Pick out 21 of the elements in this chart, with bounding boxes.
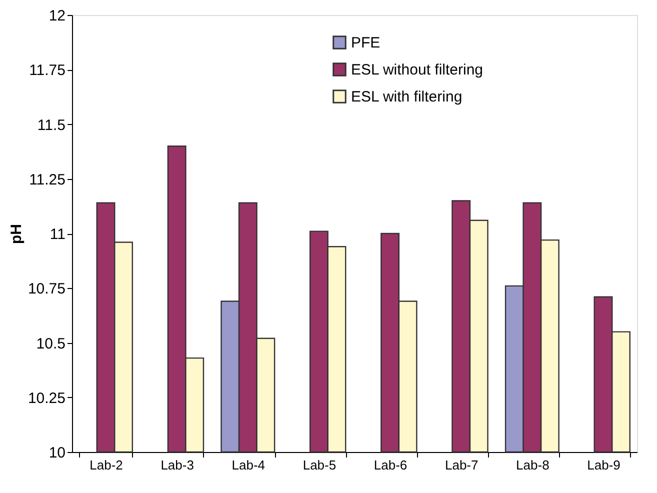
x-tick-label: Lab-6 [374, 458, 408, 472]
legend-label: ESL with filtering [351, 88, 462, 106]
y-tick-label: 12 [48, 8, 66, 24]
legend-label: ESL without filtering [351, 62, 484, 78]
y-tick-label: 11.25 [29, 171, 66, 188]
x-tick-label: Lab-5 [302, 458, 336, 472]
x-tick-label: Lab-3 [160, 458, 194, 472]
y-tick-label: 10 [48, 444, 66, 462]
x-tick-label: Lab-7 [444, 458, 478, 472]
y-tick-label: 11.75 [29, 62, 66, 80]
y-tick-label: 11.5 [37, 116, 66, 134]
legend-label: PFE [351, 34, 380, 52]
y-tick-label: 10.5 [36, 335, 66, 352]
x-tick-label: Lab-4 [232, 458, 266, 472]
y-tick-label: 10.25 [28, 390, 66, 407]
x-tick-label: Lab-2 [90, 458, 123, 472]
y-tick-label: 11 [50, 226, 66, 243]
x-tick-label: Lab-9 [587, 458, 620, 472]
x-tick-label: Lab-8 [516, 458, 550, 472]
y-axis-title: pH [8, 224, 25, 244]
y-tick-label: 10.75 [28, 280, 66, 298]
